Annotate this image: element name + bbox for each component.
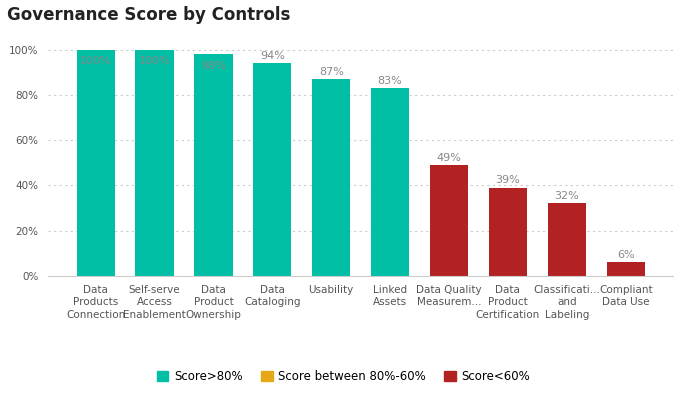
Bar [371, 88, 409, 276]
Bar [76, 50, 115, 276]
Text: 32%: 32% [554, 191, 579, 201]
Text: 39%: 39% [495, 175, 520, 185]
Text: 83%: 83% [378, 76, 403, 86]
Bar [194, 54, 233, 276]
Bar [312, 79, 350, 276]
Text: 98%: 98% [201, 61, 226, 71]
Bar [430, 165, 468, 276]
Text: 100%: 100% [80, 56, 111, 67]
Text: 49%: 49% [436, 153, 462, 163]
Bar [135, 50, 174, 276]
Bar [254, 63, 291, 276]
Legend: Score>80%, Score between 80%-60%, Score<60%: Score>80%, Score between 80%-60%, Score<… [152, 366, 535, 388]
Text: 6%: 6% [617, 250, 635, 260]
Bar [548, 203, 586, 276]
Text: Governance Score by Controls: Governance Score by Controls [8, 6, 291, 24]
Bar [488, 188, 527, 276]
Text: 87%: 87% [319, 67, 344, 77]
Text: 94%: 94% [260, 51, 285, 61]
Bar [607, 262, 645, 276]
Text: 100%: 100% [139, 56, 170, 67]
